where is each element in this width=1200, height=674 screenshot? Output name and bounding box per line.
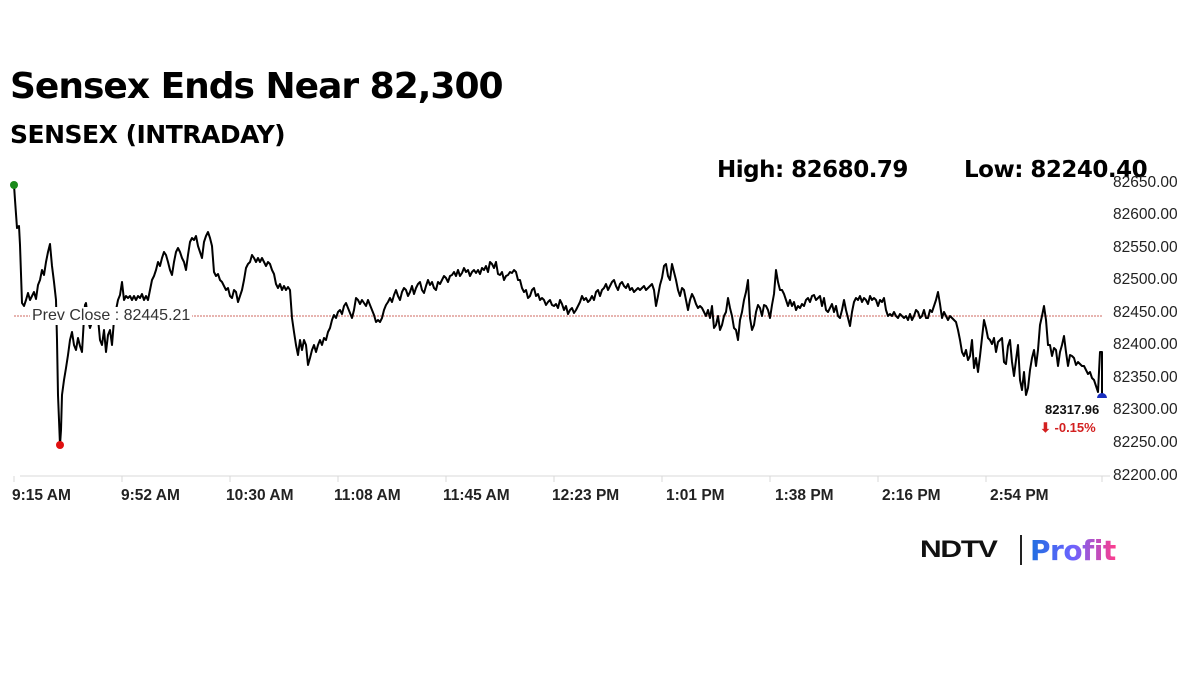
- x-tick-label: 1:01 PM: [666, 487, 725, 504]
- y-tick-label: 82250.00: [1113, 434, 1178, 451]
- open-high-marker: [10, 181, 18, 189]
- x-tick-label: 2:54 PM: [990, 487, 1049, 504]
- logo-divider: [1020, 535, 1022, 565]
- x-tick-label: 2:16 PM: [882, 487, 941, 504]
- x-axis-ticks: [13, 476, 1103, 482]
- y-tick-label: 82500.00: [1113, 271, 1178, 288]
- y-tick-label: 82300.00: [1113, 401, 1178, 418]
- y-tick-label: 82450.00: [1113, 304, 1178, 321]
- profit-wordmark: Profit: [1030, 533, 1116, 567]
- last-price-label: 82317.96: [1045, 402, 1100, 417]
- ndtv-wordmark: NDTV: [920, 536, 998, 563]
- last-price-marker: [1097, 393, 1107, 398]
- percent-change-label: ⬇ -0.15%: [1040, 420, 1096, 435]
- day-low-marker: [56, 441, 64, 449]
- y-tick-label: 82400.00: [1113, 336, 1178, 353]
- y-tick-label: 82650.00: [1113, 174, 1178, 191]
- y-tick-label: 82550.00: [1113, 239, 1178, 256]
- x-tick-label: 9:15 AM: [12, 487, 71, 504]
- x-tick-label: 12:23 PM: [552, 487, 620, 504]
- x-tick-label: 11:08 AM: [334, 487, 401, 504]
- price-line: [13, 184, 1103, 446]
- chart-title: Sensex Ends Near 82,300: [10, 66, 504, 107]
- day-high-stat: High: 82680.79: [717, 157, 908, 183]
- x-tick-label: 11:45 AM: [443, 487, 510, 504]
- y-tick-label: 82600.00: [1113, 206, 1178, 223]
- x-tick-label: 1:38 PM: [775, 487, 834, 504]
- x-tick-label: 10:30 AM: [226, 487, 294, 504]
- prev-close-label: Prev Close : 82445.21: [30, 307, 193, 325]
- day-low-stat: Low: 82240.40: [964, 157, 1148, 183]
- y-tick-label: 82200.00: [1113, 467, 1178, 484]
- chart-subtitle: SENSEX (INTRADAY): [10, 120, 286, 149]
- ndtv-profit-logo: NDTV Profit: [920, 532, 1116, 568]
- y-tick-label: 82350.00: [1113, 369, 1178, 386]
- x-tick-label: 9:52 AM: [121, 487, 180, 504]
